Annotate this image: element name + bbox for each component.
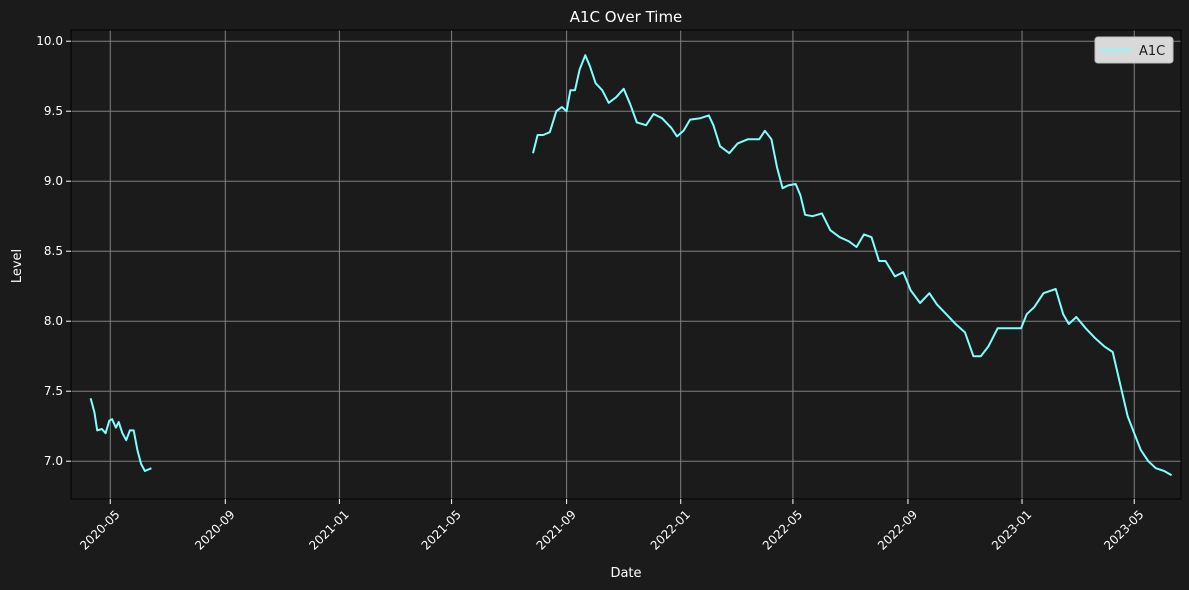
y-axis: 7.0 7.5 8.0 8.5 9.0 9.5 10.0 (36, 34, 71, 468)
legend: A1C (1094, 36, 1174, 64)
y-tick-label: 10.0 (36, 34, 63, 48)
axes-frame (70, 29, 1182, 500)
y-tick-label: 7.5 (44, 384, 63, 398)
legend-box (1094, 36, 1174, 64)
chart-title: A1C Over Time (570, 8, 683, 26)
y-tick-label: 7.0 (44, 454, 63, 468)
grid (71, 30, 1181, 499)
legend-entry-a1c: A1C (1139, 44, 1165, 59)
y-tick-label: 8.0 (44, 314, 63, 328)
y-tick-label: 8.5 (44, 244, 63, 258)
x-axis-label: Date (610, 566, 641, 581)
series-line-a1c (532, 54, 1173, 477)
y-tick-label: 9.5 (44, 104, 63, 118)
series-line-a1c (89, 397, 152, 472)
series-layer (89, 54, 1173, 477)
y-axis-label: Level (10, 249, 25, 283)
y-tick-label: 9.0 (44, 174, 63, 188)
